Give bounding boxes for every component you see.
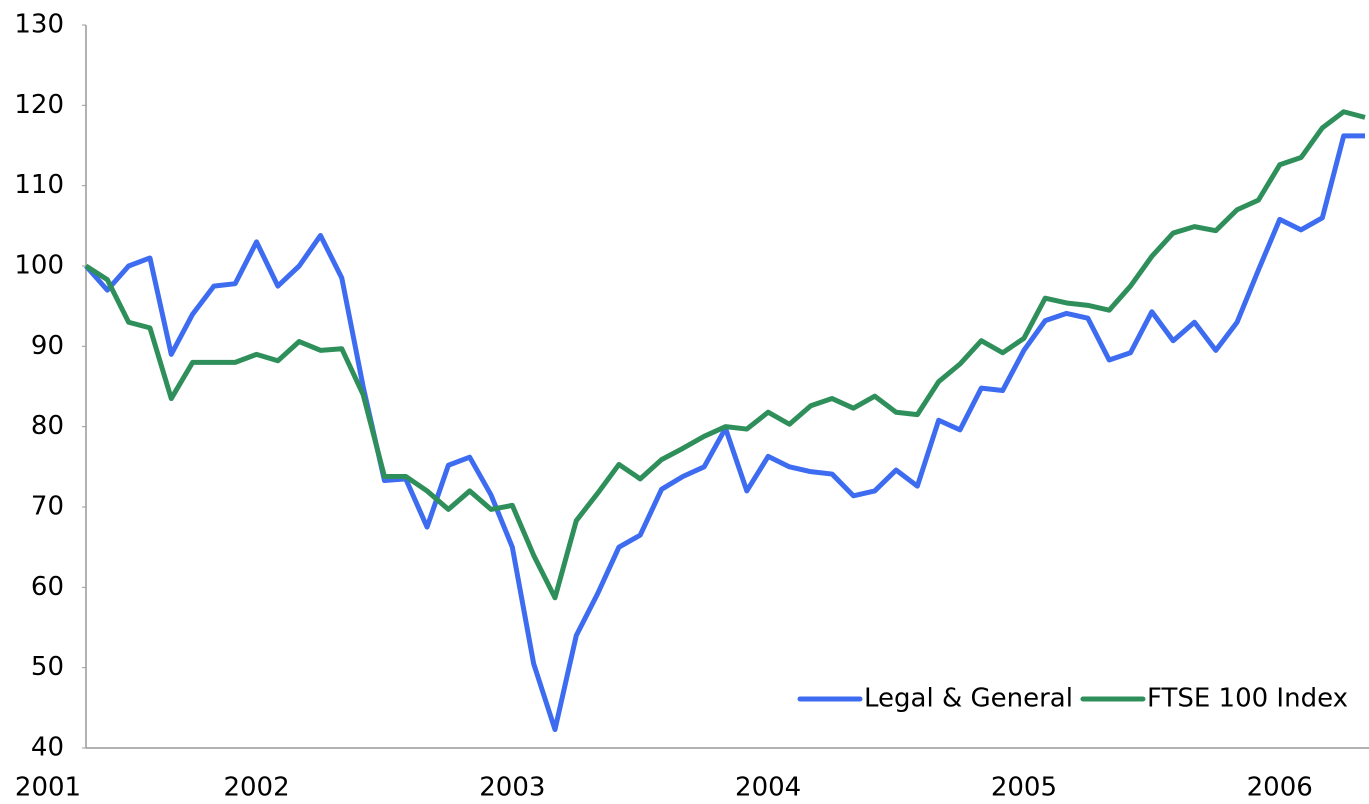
y-tick-label: 110: [14, 170, 64, 200]
legend-label: Legal & General: [864, 684, 1073, 714]
y-tick-label: 90: [31, 331, 64, 361]
series-line: [84, 133, 1365, 733]
y-tick-label: 60: [31, 572, 64, 602]
series-line: [84, 109, 1366, 601]
y-tick-label: 70: [31, 492, 64, 522]
y-tick-label: 130: [14, 10, 64, 40]
y-tick-label: 50: [31, 652, 64, 682]
x-tick-label: 2004: [735, 773, 801, 803]
x-tick-label: 2003: [479, 773, 545, 803]
x-tick-label: 2002: [223, 773, 289, 803]
legend-label: FTSE 100 Index: [1147, 684, 1348, 714]
y-tick-label: 100: [14, 251, 64, 281]
y-tick-label: 40: [31, 733, 64, 763]
x-tick-label: 2005: [991, 773, 1057, 803]
x-tick-label: 2006: [1247, 773, 1313, 803]
y-tick-label: 120: [14, 90, 64, 120]
y-tick-label: 80: [31, 411, 64, 441]
x-tick-label: 2001: [15, 773, 81, 803]
